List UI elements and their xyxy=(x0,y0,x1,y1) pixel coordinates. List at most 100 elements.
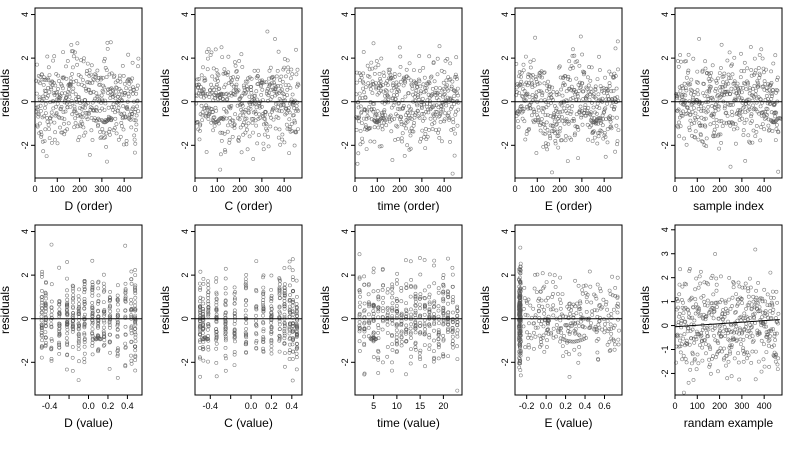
scatter-point xyxy=(742,285,747,290)
scatter-point xyxy=(287,110,292,115)
scatter-point xyxy=(399,115,404,120)
scatter-point xyxy=(530,113,534,118)
scatter-point xyxy=(135,104,140,109)
scatter-point xyxy=(55,141,60,146)
scatter-point xyxy=(730,72,735,77)
scatter-point xyxy=(111,102,116,107)
scatter-point xyxy=(443,58,448,63)
y-tick-label: -2 xyxy=(180,141,190,149)
scatter-point xyxy=(363,95,368,100)
scatter-point xyxy=(57,340,61,345)
scatter-point xyxy=(571,47,575,52)
scatter-point xyxy=(607,81,612,86)
scatter-point xyxy=(712,112,716,117)
point-group xyxy=(194,29,301,172)
scatter-point xyxy=(686,82,691,87)
scatter-point xyxy=(259,84,263,89)
scatter-point xyxy=(430,127,435,131)
scatter-point xyxy=(265,128,270,133)
scatter-point xyxy=(90,314,95,318)
scatter-point xyxy=(277,327,282,332)
scatter-point xyxy=(107,319,112,324)
scatter-point xyxy=(566,121,571,126)
scatter-point xyxy=(603,75,608,80)
scatter-point xyxy=(537,108,541,113)
scatter-point xyxy=(108,325,112,330)
scatter-point xyxy=(605,140,610,145)
scatter-point xyxy=(544,120,549,125)
scatter-point xyxy=(771,61,776,66)
scatter-point xyxy=(438,120,443,124)
scatter-point xyxy=(712,333,716,338)
scatter-point xyxy=(296,108,301,113)
scatter-point xyxy=(57,333,62,338)
scatter-point xyxy=(249,117,254,121)
scatter-point xyxy=(739,69,744,73)
scatter-point xyxy=(65,59,70,63)
scatter-point xyxy=(383,113,388,118)
scatter-point xyxy=(62,121,66,126)
scatter-point xyxy=(363,123,368,128)
scatter-point xyxy=(437,113,442,118)
scatter-point xyxy=(372,125,377,130)
scatter-point xyxy=(677,96,682,101)
scatter-point xyxy=(70,345,75,349)
scatter-point xyxy=(359,75,364,80)
scatter-point xyxy=(247,94,252,99)
scatter-point xyxy=(609,89,614,94)
scatter-point xyxy=(271,87,276,92)
x-tick-label: 200 xyxy=(712,401,727,411)
scatter-point xyxy=(608,125,613,130)
scatter-point xyxy=(269,293,274,298)
scatter-point xyxy=(96,301,100,306)
scatter-point xyxy=(730,304,735,308)
scatter-point xyxy=(584,94,589,99)
scatter-point xyxy=(432,258,437,263)
scatter-point xyxy=(568,78,573,82)
scatter-point xyxy=(588,112,593,117)
scatter-point xyxy=(767,88,772,92)
scatter-point xyxy=(681,336,686,341)
scatter-point xyxy=(245,147,250,152)
scatter-point xyxy=(399,136,404,141)
scatter-point xyxy=(115,334,120,339)
scatter-point xyxy=(115,298,120,303)
scatter-point xyxy=(102,320,107,325)
scatter-point xyxy=(61,110,66,115)
scatter-point xyxy=(719,66,723,70)
scatter-point xyxy=(99,93,104,98)
scatter-point xyxy=(95,68,100,73)
scatter-point xyxy=(762,287,767,292)
scatter-point xyxy=(129,269,134,274)
scatter-point xyxy=(517,91,522,96)
scatter-point xyxy=(448,77,453,82)
scatter-point xyxy=(404,372,408,377)
scatter-point xyxy=(236,135,241,140)
scatter-point xyxy=(116,308,120,313)
scatter-point xyxy=(211,66,216,71)
scatter-point xyxy=(605,342,610,347)
scatter-point xyxy=(696,80,700,85)
scatter-point xyxy=(116,283,120,288)
scatter-point xyxy=(267,112,272,117)
scatter-point xyxy=(390,368,394,373)
scatter-point xyxy=(677,292,682,297)
scatter-point xyxy=(551,90,556,94)
scatter-point xyxy=(578,104,583,109)
scatter-point xyxy=(422,258,427,262)
y-tick-label: 4 xyxy=(660,227,670,232)
scatter-point xyxy=(266,134,271,139)
scatter-point xyxy=(432,328,436,333)
plot-frame xyxy=(354,224,463,396)
scatter-point xyxy=(396,82,401,87)
scatter-point xyxy=(282,351,287,356)
scatter-point xyxy=(277,322,282,327)
scatter-point xyxy=(67,94,72,99)
scatter-point xyxy=(254,318,258,323)
scatter-point xyxy=(82,321,87,326)
scatter-point xyxy=(427,127,431,132)
scatter-point xyxy=(752,84,757,88)
scatter-point xyxy=(55,90,60,95)
y-tick-label: 0 xyxy=(180,316,190,321)
scatter-point xyxy=(551,313,556,318)
